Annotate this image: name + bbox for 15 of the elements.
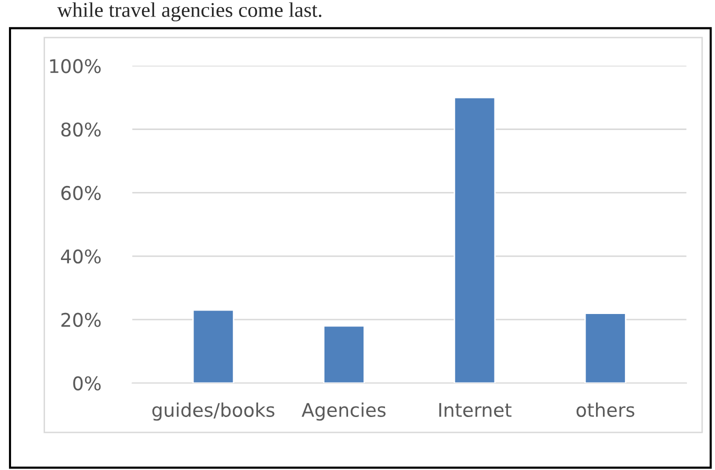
x-tick-label: Internet <box>439 403 512 418</box>
bar <box>454 96 496 384</box>
x-tick-label: guides/books <box>152 402 274 421</box>
y-tick-label: 80% <box>61 122 101 137</box>
bar <box>192 309 234 384</box>
y-tick-label: 60% <box>61 186 101 200</box>
bar <box>323 325 365 384</box>
y-tick-label: 0% <box>73 376 101 390</box>
x-tick-label: others <box>576 402 634 418</box>
y-tick-label: 40% <box>60 249 101 264</box>
x-tick-label: Agencies <box>302 402 386 421</box>
y-tick-label: 20% <box>61 312 101 327</box>
bar <box>584 312 626 384</box>
text: while travel agencies come last. <box>57 2 322 22</box>
y-tick-label: 100% <box>50 59 101 74</box>
